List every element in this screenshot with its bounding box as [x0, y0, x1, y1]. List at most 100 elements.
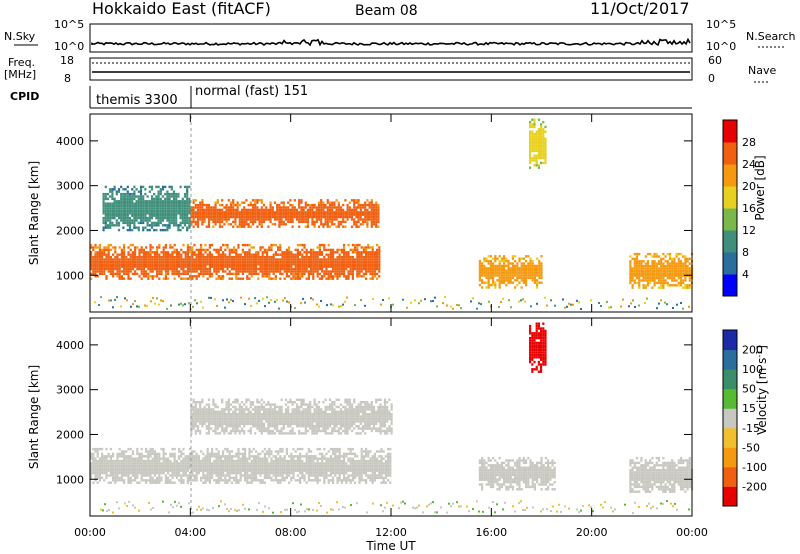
power-cell [243, 206, 246, 209]
velocity-cell [272, 479, 275, 482]
power-cell [315, 206, 318, 209]
power-cell [115, 204, 118, 208]
velocity-cell [189, 462, 192, 465]
power-cell [329, 272, 332, 276]
power-cell [358, 243, 361, 247]
power-cell [323, 248, 326, 252]
velocity-cell [171, 467, 174, 470]
power-cell [529, 156, 532, 160]
power-cell [212, 208, 215, 212]
power-cell [505, 279, 508, 282]
power-cell [372, 223, 376, 226]
power-cell [518, 274, 521, 277]
power-cell [223, 223, 226, 226]
power-cell [267, 218, 270, 221]
power-cell [244, 270, 247, 273]
velocity-cell [288, 474, 291, 477]
power-cell [144, 202, 147, 205]
power-cell [116, 270, 119, 273]
power-cell [252, 267, 255, 271]
power-cell [631, 269, 634, 273]
power-cell [170, 219, 173, 222]
power-cell [118, 277, 121, 280]
velocity-cell [129, 481, 132, 484]
power-cell [175, 204, 178, 208]
power-scatter [544, 296, 546, 299]
power-cell [285, 258, 288, 261]
power-cell [357, 220, 360, 224]
power-cell [315, 215, 318, 219]
power-cell [109, 260, 112, 264]
power-cell [660, 257, 663, 261]
power-cell [269, 203, 272, 207]
power-cell [142, 197, 145, 201]
velocity-cell [215, 469, 218, 472]
power-cell [294, 275, 297, 278]
power-cell [316, 267, 319, 271]
velocity-cell [208, 452, 211, 456]
power-cell [529, 149, 532, 153]
velocity-cell [252, 471, 255, 475]
velocity-cell [318, 462, 321, 465]
power-cell [507, 281, 510, 284]
power-cell [236, 215, 239, 219]
power-cell [542, 152, 545, 155]
power-cell [282, 220, 285, 224]
power-cell [533, 154, 536, 157]
velocity-cell [208, 464, 211, 468]
power-cell [210, 215, 213, 219]
velocity-cell [94, 459, 97, 463]
power-cell [200, 263, 203, 266]
power-cell [158, 253, 161, 256]
power-cell [249, 211, 252, 214]
power-cell [300, 215, 303, 219]
power-cell [370, 199, 373, 202]
velocity-cell [252, 457, 255, 460]
power-cell [213, 263, 216, 266]
power-cell [219, 255, 222, 259]
power-cell [542, 161, 545, 165]
power-cell [112, 275, 115, 278]
power-cell [122, 214, 125, 217]
cpid-mode-normal: normal (fast) 151 [195, 84, 308, 99]
power-cell [295, 211, 299, 214]
power-cell [376, 243, 379, 247]
power-cell [238, 218, 241, 221]
power-cell [92, 263, 95, 266]
velocity-cell [226, 462, 229, 465]
velocity-cell [332, 476, 335, 480]
power-cell [180, 253, 183, 256]
power-cell [184, 255, 187, 259]
power-cell [243, 220, 246, 224]
power-cell [125, 265, 128, 268]
velocity-cell [178, 462, 181, 465]
power-cell [375, 220, 378, 224]
power-cell [172, 195, 176, 198]
power-cell [90, 267, 93, 271]
velocity-cell [288, 481, 291, 484]
power-cell [186, 226, 189, 229]
power-cell [544, 156, 547, 160]
velocity-cell [127, 464, 130, 468]
power-cell [487, 283, 490, 287]
power-cell [128, 197, 132, 201]
power-cell [229, 206, 233, 209]
power-cell [156, 267, 159, 271]
power-cell [213, 267, 216, 271]
velocity-cell [332, 452, 335, 456]
velocity-cell [96, 464, 99, 468]
power-cell [292, 260, 295, 264]
power-cell [192, 199, 195, 202]
velocity-cell [217, 471, 220, 475]
velocity-cell [343, 452, 346, 456]
velocity-cell [147, 459, 150, 463]
velocity-cell [211, 462, 214, 465]
power-cell [107, 255, 110, 259]
velocity-cell [217, 452, 220, 456]
velocity-cell [94, 447, 97, 451]
power-cell [361, 213, 365, 216]
power-cell [326, 218, 329, 221]
power-cell [229, 211, 233, 214]
power-cell [123, 270, 126, 273]
power-cell [327, 277, 330, 280]
